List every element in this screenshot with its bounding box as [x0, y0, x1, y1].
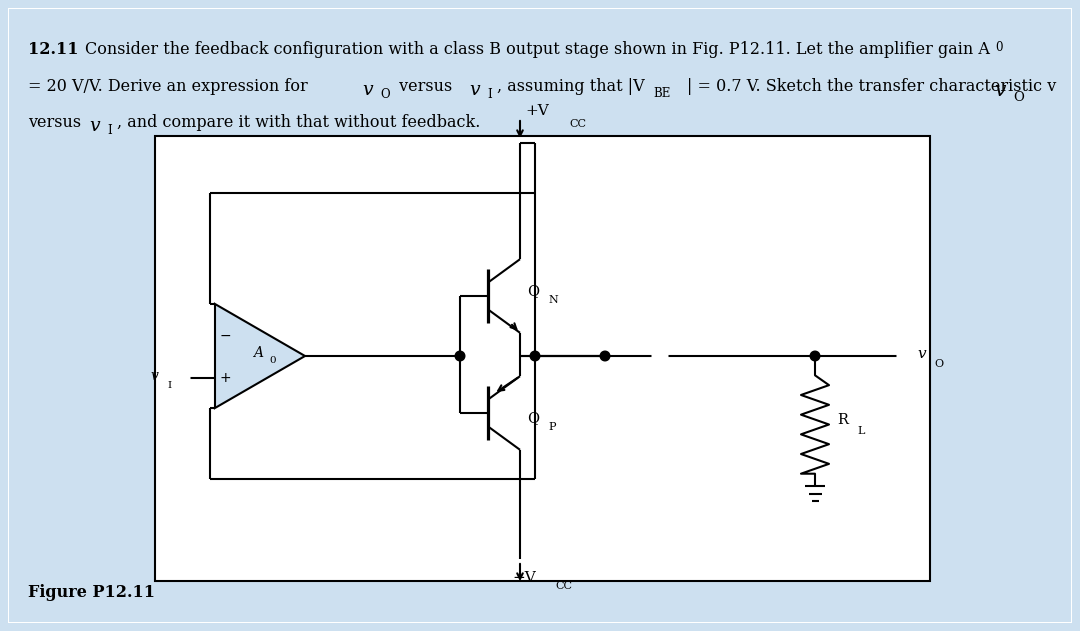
- Text: v: v: [362, 81, 373, 99]
- Text: versus: versus: [394, 78, 457, 95]
- Text: 0: 0: [270, 357, 276, 365]
- Text: 0: 0: [995, 41, 1002, 54]
- Text: R: R: [837, 413, 848, 427]
- Circle shape: [652, 348, 667, 363]
- Text: −: −: [219, 329, 231, 343]
- Circle shape: [530, 351, 540, 361]
- Text: v: v: [917, 347, 926, 361]
- Text: I: I: [107, 124, 111, 137]
- Text: v: v: [469, 81, 480, 99]
- Text: BE: BE: [653, 87, 671, 100]
- Text: L: L: [858, 425, 864, 435]
- Bar: [156, 136, 930, 581]
- Text: I: I: [487, 88, 491, 101]
- Text: P: P: [548, 422, 555, 432]
- Text: A: A: [253, 346, 264, 360]
- Text: O: O: [380, 88, 390, 101]
- Circle shape: [897, 348, 913, 363]
- Text: N: N: [548, 295, 557, 305]
- Text: +: +: [219, 371, 231, 385]
- Text: , assuming that |V: , assuming that |V: [497, 78, 645, 95]
- Text: CC: CC: [569, 119, 586, 129]
- Text: Consider the feedback configuration with a class B output stage shown in Fig. P1: Consider the feedback configuration with…: [85, 41, 990, 58]
- Text: v: v: [150, 369, 158, 383]
- Text: , and compare it with that without feedback.: , and compare it with that without feedb…: [117, 114, 481, 131]
- Circle shape: [175, 370, 189, 386]
- Circle shape: [455, 351, 464, 361]
- Text: v: v: [89, 117, 99, 135]
- Text: | = 0.7 V. Sketch the transfer characteristic v: | = 0.7 V. Sketch the transfer character…: [687, 78, 1056, 95]
- Circle shape: [810, 351, 820, 361]
- Text: v: v: [994, 81, 1005, 100]
- Text: CC: CC: [555, 581, 572, 591]
- Text: versus: versus: [28, 114, 86, 131]
- Text: = 20 V/V. Derive an expression for: = 20 V/V. Derive an expression for: [28, 78, 313, 95]
- Text: Q: Q: [527, 411, 539, 425]
- Text: −V: −V: [512, 571, 536, 585]
- Text: Figure P12.11: Figure P12.11: [28, 584, 156, 601]
- Circle shape: [600, 351, 610, 361]
- Polygon shape: [215, 304, 305, 408]
- Text: O: O: [1013, 91, 1024, 104]
- Text: 12.11: 12.11: [28, 41, 79, 58]
- Text: Q: Q: [527, 284, 539, 298]
- Text: O: O: [934, 359, 943, 369]
- Text: +V: +V: [525, 104, 549, 118]
- Text: I: I: [167, 382, 172, 391]
